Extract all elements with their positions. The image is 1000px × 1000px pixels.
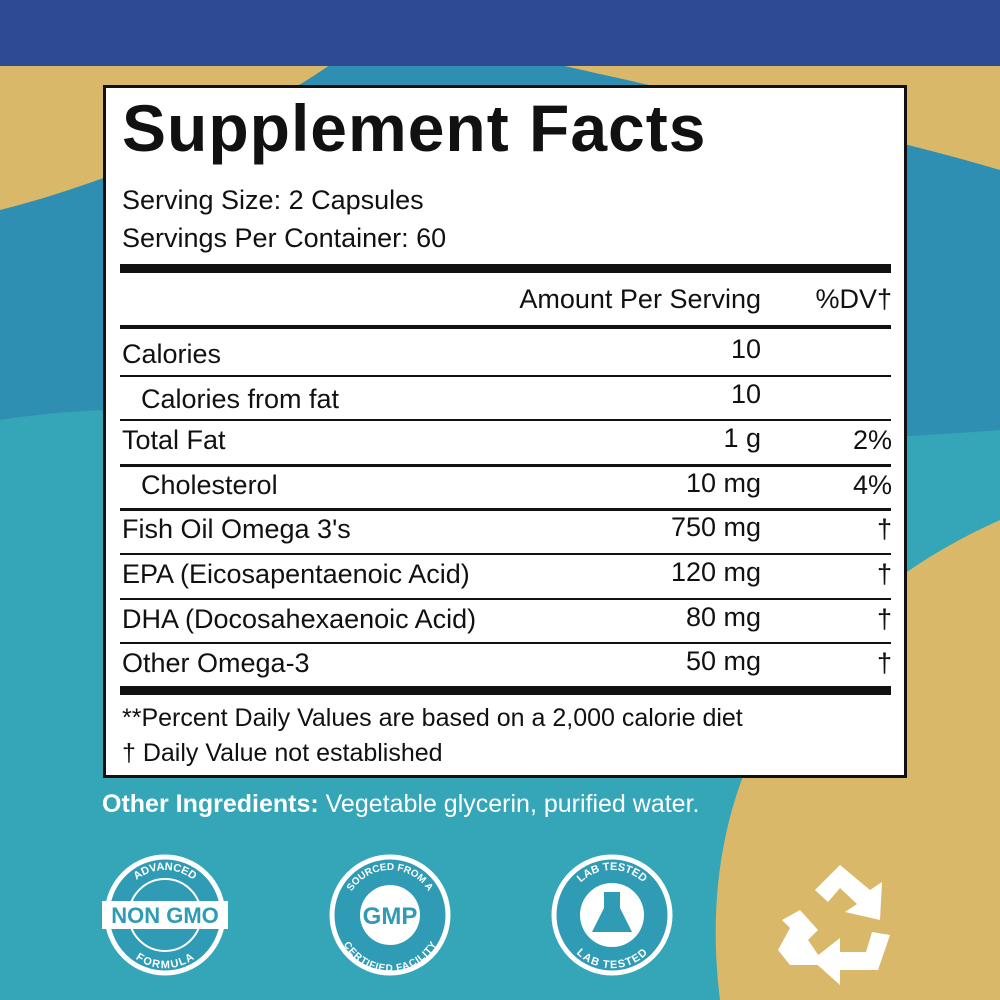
- badge-gmp: GMP SOURCED FROM A CERTIFIED FACILITY: [329, 854, 451, 976]
- badges: NON GMO ADVANCED FORMULA GMP SOURCED FRO…: [102, 854, 890, 985]
- badge-lab: LAB TESTED LAB TESTED: [551, 854, 673, 976]
- other-ingredients: Other Ingredients: Vegetable glycerin, p…: [102, 790, 699, 819]
- row-amount: 50 mg: [685, 646, 761, 677]
- row-name: Cholesterol: [141, 469, 278, 500]
- recycle-icon: [778, 865, 890, 985]
- row-name: EPA (Eicosapentaenoic Acid): [122, 559, 470, 589]
- row-dv: 2%: [852, 425, 892, 456]
- title: Supplement Facts: [122, 91, 707, 165]
- flask-icon: [592, 892, 632, 932]
- badge-center: NON GMO: [111, 903, 219, 928]
- facts-panel: Supplement Facts Serving Size: 2 Capsule…: [103, 85, 907, 778]
- row-amount: 1 g: [723, 423, 761, 454]
- amount-header: Amount Per Serving: [519, 284, 761, 314]
- badge-non-gmo: NON GMO ADVANCED FORMULA: [102, 854, 228, 976]
- recycle-arrow: [815, 865, 882, 920]
- row-rule: [120, 553, 891, 555]
- row-rule: [120, 508, 891, 512]
- badge-banner: [102, 901, 228, 929]
- row-dv: 4%: [852, 469, 892, 500]
- thick-rule: [120, 264, 891, 273]
- row-dv: †: [876, 603, 892, 634]
- recycle-arrow: [812, 932, 890, 985]
- servings-per-container: Servings Per Container: 60: [122, 223, 447, 253]
- thick-rule: [120, 686, 891, 695]
- row-amount: 750 mg: [670, 512, 761, 543]
- recycle-arrow: [778, 910, 825, 965]
- row-rule: [120, 463, 891, 467]
- row-amount: 10: [730, 378, 761, 409]
- row-dv: †: [876, 559, 892, 589]
- row-dv: †: [876, 648, 892, 679]
- row-rule: [120, 374, 891, 377]
- row-amount: 120 mg: [670, 557, 761, 587]
- badge-inner: [360, 885, 420, 945]
- row-amount: 10: [730, 334, 761, 364]
- dv-header: %DV†: [815, 284, 892, 314]
- row-rule: [120, 597, 891, 600]
- footnote: † Daily Value not established: [122, 739, 443, 767]
- footnote: **Percent Daily Values are based on a 2,…: [122, 704, 743, 732]
- row-amount: 80 mg: [685, 601, 761, 632]
- rule: [120, 325, 891, 329]
- other-label: Other Ingredients:: [102, 790, 319, 818]
- row-rule: [120, 642, 891, 645]
- row-name: Other Omega-3: [122, 648, 310, 679]
- top-band: [0, 0, 1000, 66]
- row-amount: 10 mg: [685, 467, 761, 498]
- badge-center: GMP: [363, 903, 418, 930]
- other-text: Vegetable glycerin, purified water.: [325, 790, 700, 818]
- row-rule: [120, 419, 891, 422]
- row-name: Total Fat: [122, 425, 226, 456]
- row-dv: †: [876, 514, 892, 545]
- row-name: Calories: [122, 339, 222, 369]
- row-name: Fish Oil Omega 3's: [122, 514, 351, 545]
- row-name: Calories from fat: [141, 383, 340, 414]
- serving-size: Serving Size: 2 Capsules: [122, 185, 424, 215]
- row-name: DHA (Docosahexaenoic Acid): [122, 603, 477, 634]
